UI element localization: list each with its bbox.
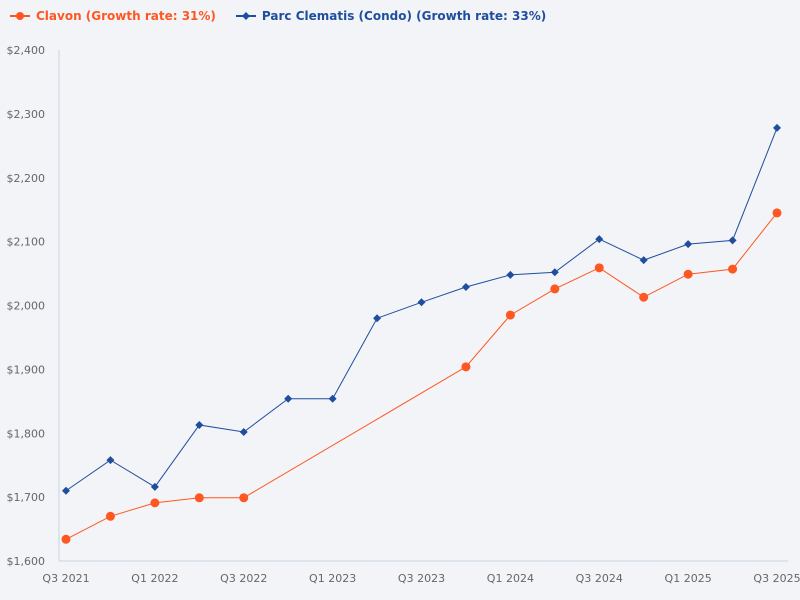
data-point [328,394,337,403]
series-line-1 [65,127,778,492]
legend-item-clavon[interactable]: Clavon (Growth rate: 31%) [10,9,216,23]
x-tick-label: Q1 2025 [665,572,712,585]
data-point [773,123,781,132]
y-tick-label: $2,100 [7,236,46,249]
data-point [683,269,693,279]
data-point [728,236,737,245]
data-point [550,284,560,294]
data-point [195,420,204,429]
data-point [373,314,382,323]
data-point [62,486,70,495]
y-tick-label: $1,700 [7,491,46,504]
data-point [150,498,160,508]
x-tick-label: Q1 2022 [131,572,178,585]
x-tick-label: Q3 2024 [576,572,623,585]
data-point [505,310,515,320]
data-point [772,208,782,218]
y-tick-label: $1,900 [7,363,46,376]
data-point [239,427,248,436]
legend-item-parc-clematis[interactable]: Parc Clematis (Condo) (Growth rate: 33%) [235,9,547,23]
data-point [106,456,115,465]
x-tick-label: Q3 2021 [42,572,89,585]
x-tick-label: Q3 2022 [220,572,267,585]
data-point [550,268,559,277]
data-point [417,298,426,307]
data-point [728,264,738,274]
x-tick-label: Q3 2025 [753,572,800,585]
data-point [150,482,159,491]
data-point [639,256,648,265]
data-point [194,493,204,503]
data-point [461,282,470,291]
data-point [239,493,249,503]
legend-label: Parc Clematis (Condo) (Growth rate: 33%) [261,9,547,23]
data-point [105,511,115,521]
y-tick-label: $2,200 [7,172,46,185]
data-point [461,362,471,372]
data-point [61,534,71,544]
y-tick-label: $2,000 [7,300,46,313]
data-point [506,270,515,279]
y-tick-label: $2,400 [7,44,46,57]
diamond-marker-icon [235,12,256,20]
legend-label: Clavon (Growth rate: 31%) [36,9,216,23]
circle-marker-icon [10,12,30,20]
x-tick-label: Q1 2023 [309,572,356,585]
data-point [594,263,604,273]
legend: Clavon (Growth rate: 31%) Parc Clematis … [10,9,546,23]
series-line-0 [65,212,778,540]
y-tick-label: $2,300 [7,108,46,121]
y-tick-label: $1,600 [7,555,46,568]
data-point [595,235,604,244]
data-point [284,394,293,403]
data-point [684,240,693,249]
y-tick-label: $1,800 [7,427,46,440]
data-point [639,292,649,302]
x-tick-label: Q1 2024 [487,572,534,585]
x-tick-label: Q3 2023 [398,572,445,585]
